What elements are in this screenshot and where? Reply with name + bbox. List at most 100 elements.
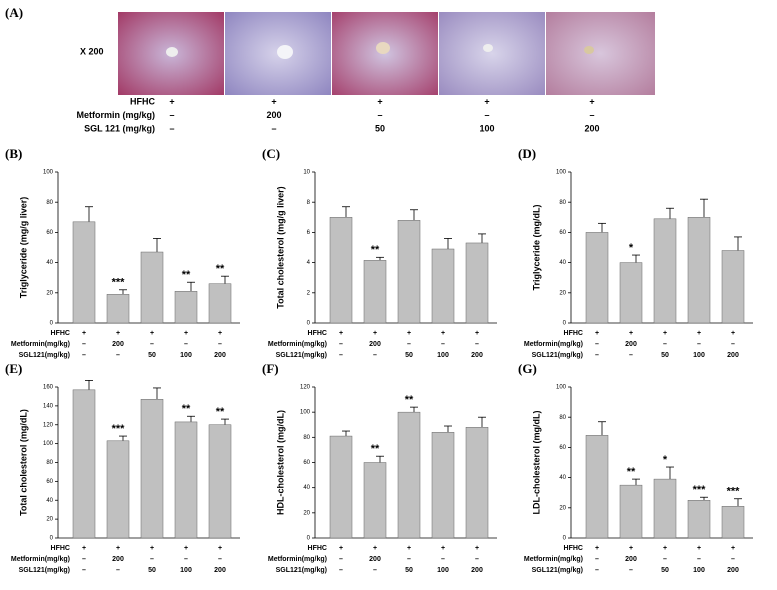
cell: –: [373, 352, 377, 359]
y-tick-label: 20: [46, 517, 53, 523]
row-label: Metformin(mg/kg): [11, 341, 70, 348]
row-label: SGL121(mg/kg): [532, 352, 583, 359]
cell: 50: [661, 352, 669, 359]
y-axis-label: Triglyceride (mg/g liver): [18, 197, 28, 299]
significance: **: [371, 443, 380, 455]
cell: +: [629, 545, 633, 552]
bar: [174, 421, 198, 539]
bar: [431, 432, 455, 539]
bar: [585, 435, 609, 539]
y-tick-label: 120: [300, 385, 311, 391]
cell: –: [595, 352, 599, 359]
cell: +: [697, 545, 701, 552]
significance: **: [371, 244, 380, 256]
y-tick-label: 40: [46, 498, 53, 504]
cell: –: [184, 556, 188, 563]
cell: –: [731, 556, 735, 563]
cell: 100: [180, 567, 192, 574]
y-tick-label: 100: [556, 170, 567, 176]
cell: 200: [727, 352, 739, 359]
cell: +: [697, 330, 701, 337]
y-tick-label: 100: [43, 170, 54, 176]
cell: –: [441, 556, 445, 563]
y-tick-label: 40: [559, 475, 566, 481]
panel-label: (D): [518, 146, 536, 161]
significance: **: [216, 263, 225, 275]
row-label: HFHC: [564, 330, 583, 337]
y-tick-label: 0: [50, 536, 54, 542]
bar: [140, 251, 164, 324]
vein: [483, 44, 493, 52]
row-label: HFHC: [51, 545, 70, 552]
cell: –: [484, 110, 489, 120]
y-tick-label: 100: [43, 441, 54, 447]
y-tick-label: 80: [46, 460, 53, 466]
row-label: SGL121(mg/kg): [276, 567, 327, 574]
cell: 100: [479, 123, 494, 133]
cell: +: [373, 330, 377, 337]
cell: +: [407, 545, 411, 552]
y-tick-label: 160: [43, 385, 54, 391]
panel-label: (A): [5, 5, 23, 20]
y-tick-label: 0: [50, 321, 54, 327]
bar: [72, 389, 96, 539]
cell: +: [150, 330, 154, 337]
y-tick-label: 60: [559, 230, 566, 236]
cell: +: [184, 330, 188, 337]
significance: ***: [112, 277, 126, 289]
row-label: Metformin(mg/kg): [524, 341, 583, 348]
cell: –: [595, 341, 599, 348]
panel-label: (E): [5, 361, 22, 376]
row-label: Metformin(mg/kg): [268, 556, 327, 563]
cell: –: [697, 556, 701, 563]
y-tick-label: 80: [303, 435, 310, 441]
cell: 50: [405, 352, 413, 359]
vein: [277, 45, 293, 59]
y-tick-label: 100: [556, 385, 567, 391]
significance: *: [629, 242, 634, 254]
vein: [166, 47, 178, 57]
cell: +: [218, 545, 222, 552]
y-tick-label: 100: [300, 410, 311, 416]
cell: –: [475, 341, 479, 348]
significance: **: [405, 394, 414, 406]
cell: +: [82, 330, 86, 337]
cell: +: [484, 96, 489, 106]
cell: 100: [180, 352, 192, 359]
cell: +: [150, 545, 154, 552]
cell: +: [339, 545, 343, 552]
cell: –: [377, 110, 382, 120]
bar: [721, 250, 745, 324]
cell: +: [663, 330, 667, 337]
significance: **: [182, 403, 191, 415]
bar: [653, 218, 677, 324]
bar: [208, 424, 232, 539]
row-label: HFHC: [564, 545, 583, 552]
y-tick-label: 80: [559, 415, 566, 421]
bar: [721, 506, 745, 539]
y-tick-label: 40: [303, 485, 310, 491]
bar: [585, 232, 609, 324]
cell: +: [407, 330, 411, 337]
bar: [687, 500, 711, 539]
cell: +: [663, 545, 667, 552]
y-tick-label: 6: [307, 230, 311, 236]
bar: [653, 478, 677, 539]
y-tick-label: 0: [563, 321, 567, 327]
bar: [363, 462, 387, 539]
cell: +: [441, 330, 445, 337]
y-axis-label: Total cholesterol (mg/dL): [18, 409, 28, 516]
magnification: X 200: [80, 46, 104, 56]
cell: 200: [584, 123, 599, 133]
cell: 200: [727, 567, 739, 574]
cell: 50: [375, 123, 385, 133]
cell: –: [218, 341, 222, 348]
cell: 200: [112, 341, 124, 348]
cell: –: [441, 341, 445, 348]
bar: [208, 283, 232, 324]
cell: +: [184, 545, 188, 552]
cell: 200: [112, 556, 124, 563]
y-tick-label: 40: [46, 260, 53, 266]
cell: +: [589, 96, 594, 106]
cell: –: [595, 556, 599, 563]
